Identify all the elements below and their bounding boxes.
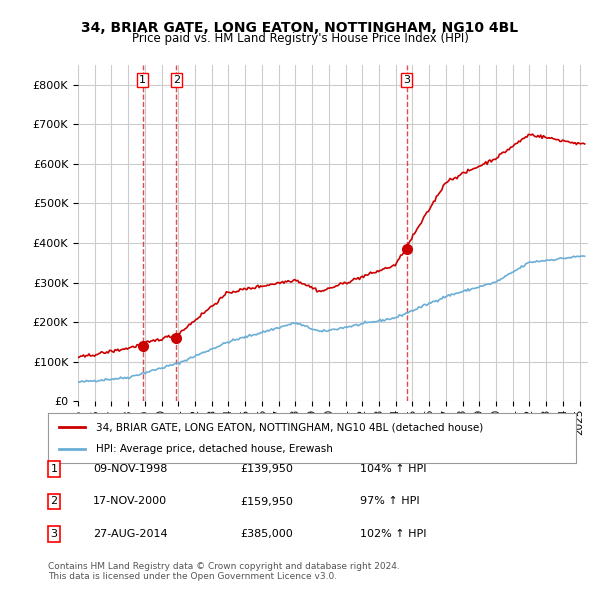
Text: 97% ↑ HPI: 97% ↑ HPI — [360, 497, 419, 506]
Text: £159,950: £159,950 — [240, 497, 293, 506]
Text: Price paid vs. HM Land Registry's House Price Index (HPI): Price paid vs. HM Land Registry's House … — [131, 32, 469, 45]
Text: 1: 1 — [139, 75, 146, 85]
Text: 104% ↑ HPI: 104% ↑ HPI — [360, 464, 427, 474]
Text: 3: 3 — [50, 529, 58, 539]
Text: £139,950: £139,950 — [240, 464, 293, 474]
Text: 34, BRIAR GATE, LONG EATON, NOTTINGHAM, NG10 4BL (detached house): 34, BRIAR GATE, LONG EATON, NOTTINGHAM, … — [95, 422, 483, 432]
Text: 2: 2 — [173, 75, 180, 85]
Text: HPI: Average price, detached house, Erewash: HPI: Average price, detached house, Erew… — [95, 444, 332, 454]
Text: 3: 3 — [403, 75, 410, 85]
Text: 102% ↑ HPI: 102% ↑ HPI — [360, 529, 427, 539]
Text: 2: 2 — [50, 497, 58, 506]
Text: £385,000: £385,000 — [240, 529, 293, 539]
Text: 1: 1 — [50, 464, 58, 474]
Text: 27-AUG-2014: 27-AUG-2014 — [93, 529, 167, 539]
Text: Contains HM Land Registry data © Crown copyright and database right 2024.
This d: Contains HM Land Registry data © Crown c… — [48, 562, 400, 581]
Text: 17-NOV-2000: 17-NOV-2000 — [93, 497, 167, 506]
Text: 09-NOV-1998: 09-NOV-1998 — [93, 464, 167, 474]
Text: 34, BRIAR GATE, LONG EATON, NOTTINGHAM, NG10 4BL: 34, BRIAR GATE, LONG EATON, NOTTINGHAM, … — [82, 21, 518, 35]
